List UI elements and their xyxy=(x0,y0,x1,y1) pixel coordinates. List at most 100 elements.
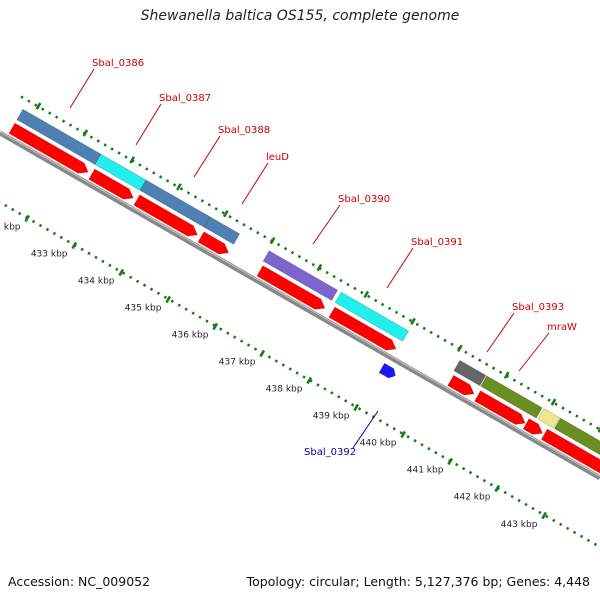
outer-tick xyxy=(75,127,80,131)
outer-tick xyxy=(221,211,225,215)
inner-tick xyxy=(239,339,244,343)
outer-tick xyxy=(27,99,31,103)
inner-tick xyxy=(330,391,334,395)
outer-tick xyxy=(540,394,544,398)
inner-tick xyxy=(510,494,514,499)
outer-tick xyxy=(498,370,503,374)
inner-tick xyxy=(142,283,147,288)
scale-major-tick xyxy=(118,268,125,277)
inner-tick xyxy=(323,387,327,391)
scale-major-tick xyxy=(353,403,360,412)
inner-tick xyxy=(205,319,209,323)
inner-tick xyxy=(288,367,292,371)
inner-tick xyxy=(163,295,168,299)
outer-tick xyxy=(242,223,246,227)
outer-tick xyxy=(484,362,489,366)
inner-tick xyxy=(357,407,362,411)
inner-tick xyxy=(156,291,161,295)
inner-tick xyxy=(191,311,195,315)
inner-tick xyxy=(4,203,8,208)
scale-major-tick xyxy=(24,214,31,223)
outer-major-tick xyxy=(503,371,510,379)
cds-arrow-5 xyxy=(256,265,326,310)
leader-line xyxy=(386,247,414,289)
cds-arrow-7 xyxy=(447,374,475,396)
scale-major-tick xyxy=(212,322,219,331)
inner-tick xyxy=(378,419,383,423)
outer-tick xyxy=(159,175,163,179)
outer-tick xyxy=(89,135,94,139)
inner-tick xyxy=(454,462,459,467)
outer-tick xyxy=(41,107,45,111)
outer-major-tick xyxy=(82,129,89,137)
outer-tick xyxy=(443,338,447,343)
outer-tick xyxy=(290,250,295,255)
forward-gene-10 xyxy=(554,417,600,456)
inner-tick xyxy=(316,383,320,387)
outer-major-tick xyxy=(129,156,136,164)
outer-tick xyxy=(165,179,170,183)
outer-tick xyxy=(186,191,191,195)
inner-tick xyxy=(246,343,251,347)
genome-summary-text: Topology: circular; Length: 5,127,376 bp… xyxy=(246,574,590,589)
outer-tick xyxy=(561,406,565,410)
gene-label-sbal_0386: Sbal_0386 xyxy=(92,58,144,69)
cds-arrow-3 xyxy=(133,194,198,237)
forward-gene-7 xyxy=(453,359,487,387)
label-layer: Sbal_0386 Sbal_0387 Sbal_0388 leuD Sbal_0390… xyxy=(92,58,577,458)
gene-label-sbal_0393: Sbal_0393 xyxy=(512,302,564,313)
outer-major-tick xyxy=(597,426,600,433)
outer-major-tick xyxy=(176,183,182,191)
outer-tick xyxy=(589,422,593,426)
inner-tick xyxy=(441,454,445,459)
inner-tick xyxy=(586,538,591,543)
inner-tick xyxy=(489,482,494,487)
inner-tick xyxy=(392,427,396,431)
inner-tick xyxy=(115,267,119,272)
outer-tick xyxy=(491,366,496,370)
outer-tick xyxy=(193,195,198,199)
outer-tick xyxy=(387,306,392,311)
scale-major-tick xyxy=(494,484,501,493)
outer-tick xyxy=(207,203,211,207)
reverse-gene-1 xyxy=(378,363,396,379)
leader-line xyxy=(312,204,341,245)
outer-tick xyxy=(415,322,420,327)
inner-tick xyxy=(295,371,299,375)
map-title: Shewanella baltica OS155, complete genom… xyxy=(140,8,460,24)
gene-layer xyxy=(8,108,600,474)
inner-tick xyxy=(52,231,57,236)
inner-tick xyxy=(66,239,70,244)
inner-tick xyxy=(108,263,112,268)
scale-label: 434 kbp xyxy=(78,277,115,287)
cds-arrow-8 xyxy=(474,390,526,425)
scale-major-tick xyxy=(447,457,454,466)
outer-tick xyxy=(249,227,253,231)
scale-major-tick xyxy=(71,241,78,250)
inner-tick xyxy=(552,518,556,523)
outer-tick xyxy=(575,414,579,418)
scale-label: 443 kbp xyxy=(501,520,538,530)
outer-tick xyxy=(595,426,600,430)
inner-tick xyxy=(226,331,230,335)
leader-line xyxy=(518,332,550,372)
outer-tick xyxy=(48,111,52,115)
inner-tick xyxy=(18,211,22,216)
outer-tick xyxy=(450,342,454,347)
cds-arrow-10 xyxy=(540,428,600,474)
inner-tick xyxy=(274,359,279,363)
inner-tick xyxy=(413,439,417,443)
scale-major-tick xyxy=(400,430,407,439)
inner-tick xyxy=(31,219,36,224)
inner-tick xyxy=(267,355,272,359)
gene-label-sbal_0390: Sbal_0390 xyxy=(338,194,390,205)
outer-tick xyxy=(332,274,336,279)
forward-gene-4 xyxy=(203,216,241,245)
scale-label: 435 kbp xyxy=(125,304,162,314)
outer-tick xyxy=(547,398,551,402)
inner-tick xyxy=(579,534,584,539)
cds-arrow-6 xyxy=(328,306,397,351)
outer-tick xyxy=(554,402,558,406)
outer-tick xyxy=(283,246,288,251)
